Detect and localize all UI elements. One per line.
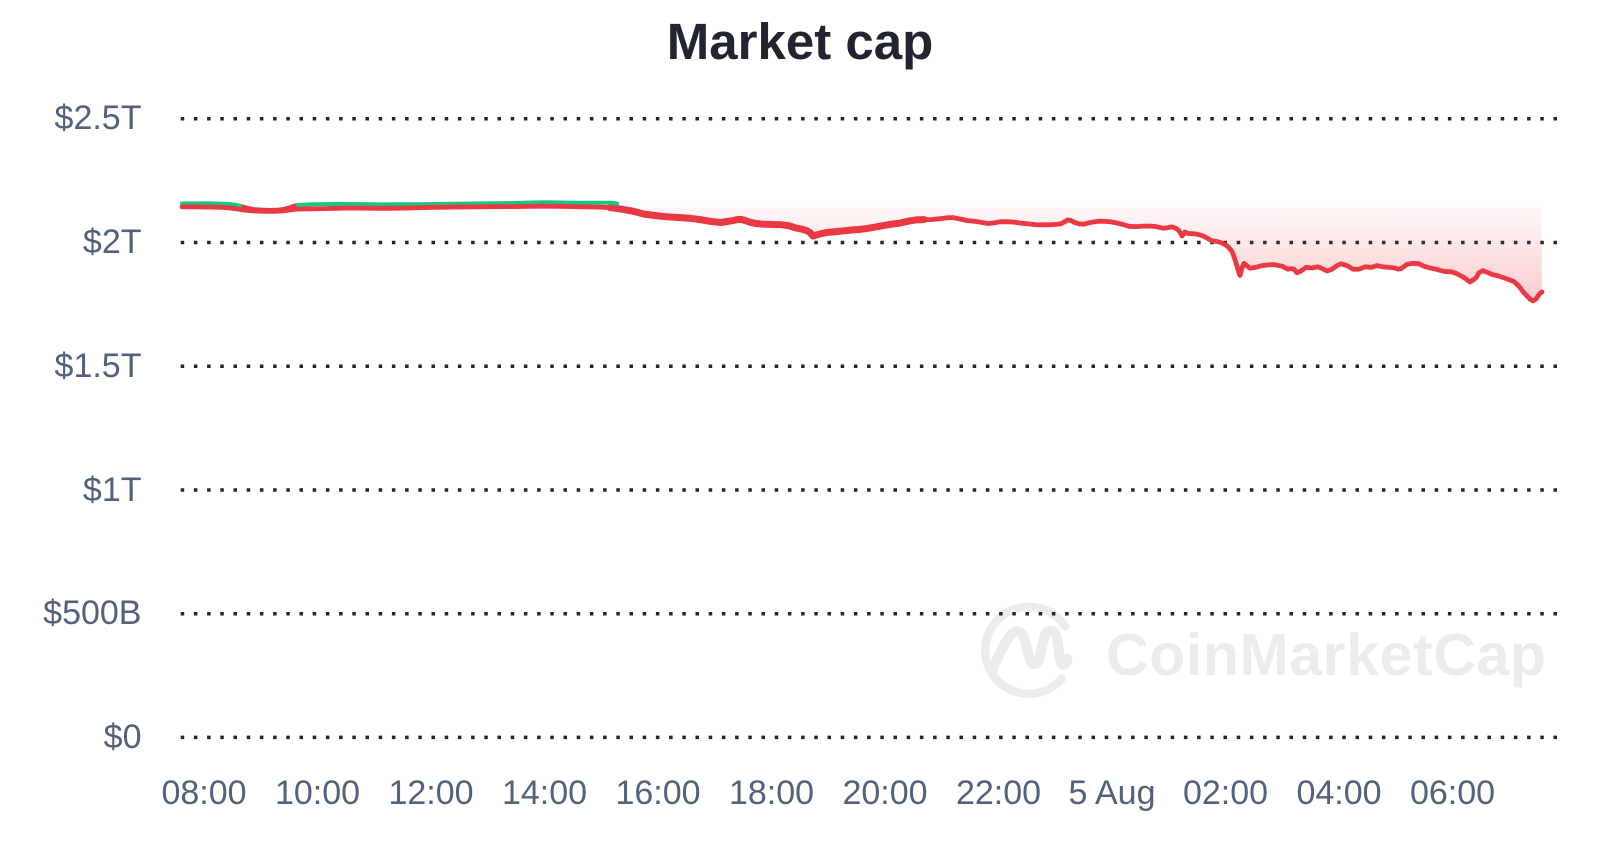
svg-text:CoinMarketCap: CoinMarketCap: [1106, 622, 1547, 688]
